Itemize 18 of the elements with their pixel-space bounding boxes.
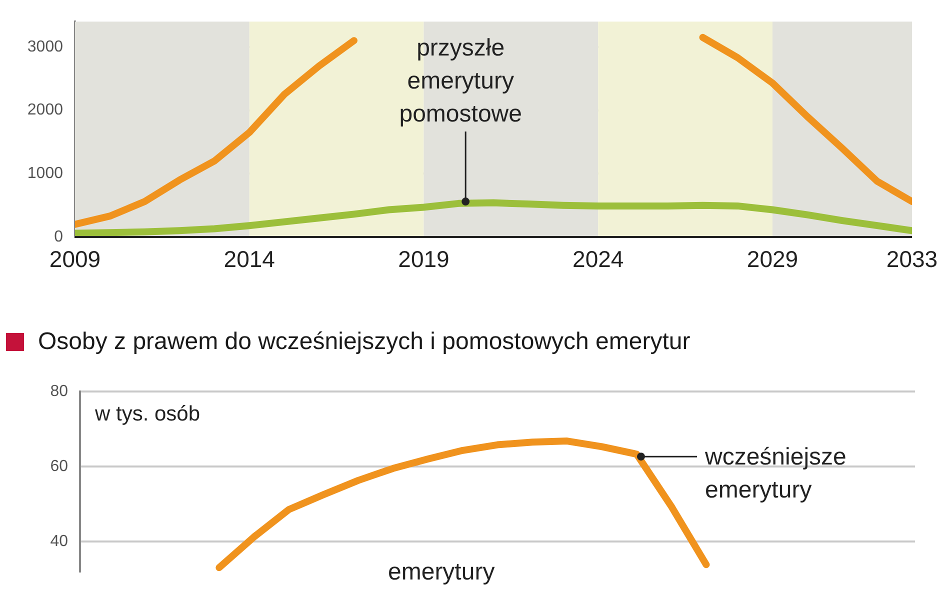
x-tick-label: 2019 <box>398 246 450 272</box>
annotation: wcześniejsze emerytury <box>704 444 846 504</box>
y-tick-label: 0 <box>54 228 64 246</box>
y-tick-label: 60 <box>50 458 68 475</box>
annotation: przyszłe emerytury pomostowe <box>399 34 522 128</box>
x-tick-label: 2033 <box>886 246 938 272</box>
x-tick-label: 2014 <box>224 246 276 272</box>
chart-title: Osoby z prawem do wcześniejszych i pomostowych emerytur <box>38 328 690 356</box>
y-tick-label: 1000 <box>27 165 64 182</box>
y-tick-label: 80 <box>50 383 68 400</box>
x-tick-label: 2024 <box>572 246 624 272</box>
x-tick-label: 2029 <box>746 246 798 272</box>
annotation: w tys. osób <box>94 402 200 426</box>
y-tick-label: 2000 <box>27 102 64 119</box>
x-tick-label: 2009 <box>49 246 101 272</box>
y-tick-label: 40 <box>50 532 68 550</box>
annotation: emerytury <box>388 558 495 586</box>
y-tick-label: 3000 <box>27 38 64 56</box>
